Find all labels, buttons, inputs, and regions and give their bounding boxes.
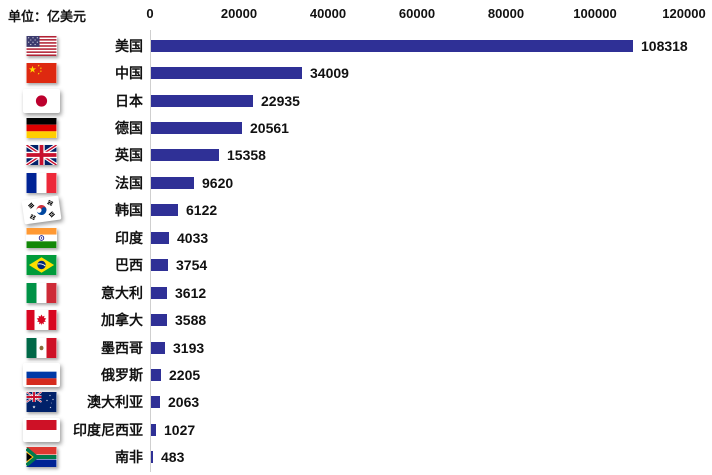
table-row: 韩国 6122	[0, 195, 712, 225]
table-row: 加拿大 3588	[0, 306, 712, 333]
value-label: 108318	[641, 37, 688, 54]
value-label: 22935	[261, 92, 300, 109]
bar	[151, 204, 178, 217]
value-label: 1027	[164, 421, 196, 438]
country-label: 英国	[115, 147, 143, 164]
bar	[151, 368, 161, 381]
bar	[151, 314, 167, 327]
value-label: 3612	[175, 284, 207, 301]
table-row: 德国 20561	[0, 114, 712, 141]
country-label: 中国	[115, 65, 143, 82]
country-label: 印度	[115, 229, 143, 246]
bar	[151, 231, 169, 244]
country-label: 加拿大	[101, 312, 143, 329]
flag-indonesia-icon	[23, 417, 60, 442]
country-label: 韩国	[115, 202, 143, 219]
value-label: 483	[161, 449, 185, 466]
bar	[151, 286, 167, 299]
table-row: 日本 22935	[0, 87, 712, 114]
country-label: 美国	[115, 37, 143, 54]
flag-mexico-icon	[26, 337, 57, 358]
flag-china-icon	[26, 63, 57, 84]
zero-axis-line	[150, 30, 151, 472]
table-row: 英国 15358	[0, 142, 712, 169]
flag-uk-icon	[26, 145, 57, 166]
country-label: 日本	[115, 92, 143, 109]
bar	[151, 341, 165, 354]
table-row: 美国 108318	[0, 32, 712, 59]
table-row: 意大利 3612	[0, 279, 712, 306]
value-label: 4033	[177, 229, 209, 246]
country-label: 德国	[115, 120, 143, 137]
x-axis-tick: 0	[146, 6, 154, 21]
flag-usa-icon	[26, 35, 57, 56]
flag-canada-icon	[26, 310, 57, 331]
value-label: 3193	[173, 339, 205, 356]
x-axis-tick: 20000	[220, 6, 258, 21]
country-label: 澳大利亚	[87, 394, 143, 411]
flag-south-africa-icon	[26, 447, 57, 468]
bar	[151, 259, 168, 272]
bar	[151, 94, 253, 107]
rows: 美国 108318 中国 34009 日本 22935 德国 20561 英国 …	[0, 32, 712, 471]
flag-australia-icon	[26, 392, 57, 413]
value-label: 9620	[202, 174, 234, 191]
value-label: 3754	[176, 257, 208, 274]
flag-russia-icon	[23, 362, 60, 387]
flag-brazil-icon	[26, 255, 57, 276]
table-row: 印度 4033	[0, 224, 712, 251]
country-label: 巴西	[115, 257, 143, 274]
country-label: 南非	[115, 449, 143, 466]
value-label: 20561	[250, 120, 289, 137]
value-label: 6122	[186, 202, 218, 219]
country-label: 意大利	[101, 284, 143, 301]
bar	[151, 396, 160, 409]
flag-germany-icon	[26, 118, 57, 139]
x-axis-tick: 60000	[398, 6, 436, 21]
value-label: 2205	[169, 366, 201, 383]
country-label: 墨西哥	[101, 339, 143, 356]
country-label: 印度尼西亚	[73, 421, 143, 438]
value-label: 3588	[175, 312, 207, 329]
flag-india-icon	[26, 227, 57, 248]
flag-japan-icon	[23, 88, 60, 113]
unit-label: 单位：亿美元	[8, 9, 87, 24]
table-row: 中国 34009	[0, 59, 712, 86]
table-row: 印度尼西亚 1027	[0, 416, 712, 443]
bar	[151, 423, 156, 436]
x-axis-tick: 120000	[662, 6, 706, 21]
table-row: 南非 483	[0, 444, 712, 471]
country-label: 法国	[115, 174, 143, 191]
country-label: 俄罗斯	[101, 366, 143, 383]
x-axis-tick: 40000	[309, 6, 347, 21]
x-axis-tick: 100000	[573, 6, 617, 21]
bar	[151, 149, 219, 162]
x-axis-tick: 80000	[487, 6, 525, 21]
value-label: 2063	[168, 394, 200, 411]
value-label: 15358	[227, 147, 266, 164]
table-row: 俄罗斯 2205	[0, 361, 712, 388]
flag-south-korea-icon	[21, 195, 62, 225]
flag-italy-icon	[26, 282, 57, 303]
table-row: 巴西 3754	[0, 252, 712, 279]
bar	[151, 176, 194, 189]
table-row: 澳大利亚 2063	[0, 389, 712, 416]
bar	[151, 451, 153, 464]
flag-france-icon	[26, 172, 57, 193]
table-row: 墨西哥 3193	[0, 334, 712, 361]
value-label: 34009	[310, 65, 349, 82]
bar	[151, 67, 302, 80]
table-row: 法国 9620	[0, 169, 712, 196]
bar	[151, 39, 633, 52]
bar	[151, 122, 242, 135]
